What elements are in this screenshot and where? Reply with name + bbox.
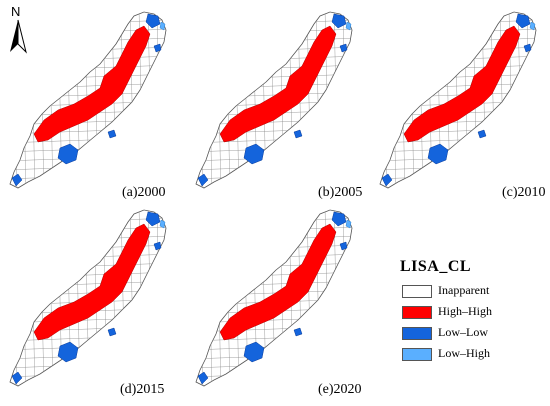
legend-item-low-low: Low–Low [400, 324, 540, 345]
map-region [9, 209, 167, 387]
low-low-cluster [153, 43, 162, 53]
low-low-cluster [243, 143, 265, 165]
legend-item-low-high: Low–High [400, 345, 540, 366]
map-panel-2005: (b)2005 [190, 8, 362, 200]
legend-swatch [402, 348, 432, 361]
region-map [195, 209, 353, 387]
low-low-cluster [57, 341, 79, 363]
legend-swatch [402, 306, 432, 319]
low-low-cluster [339, 241, 348, 251]
panel-label: (e)2020 [318, 382, 362, 397]
legend-item-inapparent: Inapparent [400, 282, 540, 303]
low-high-cluster [345, 219, 352, 229]
legend-swatch [402, 327, 432, 340]
low-low-cluster [11, 371, 23, 385]
region-map [195, 11, 353, 189]
high-high-cluster [219, 25, 337, 143]
panel-label: (a)2000 [122, 185, 166, 200]
low-low-cluster [153, 241, 162, 251]
low-low-cluster [293, 129, 303, 139]
map-region [195, 11, 353, 189]
map-panel-2015: (d)2015 [4, 206, 174, 397]
low-low-cluster [145, 13, 161, 29]
low-low-cluster [427, 143, 449, 165]
high-high-cluster [219, 223, 337, 341]
legend-title: LISA_CL [400, 258, 472, 275]
legend: LISA_CL Inapparent High–High Low–Low Low… [400, 258, 540, 366]
region-map [9, 11, 167, 189]
low-low-cluster [107, 327, 117, 337]
low-high-cluster [345, 21, 352, 31]
low-high-cluster [159, 219, 166, 229]
low-low-cluster [339, 43, 348, 53]
low-low-cluster [11, 173, 23, 187]
map-panel-2010: (c)2010 [374, 8, 546, 200]
high-high-cluster [403, 25, 521, 143]
legend-label: Low–Low [438, 325, 488, 339]
legend-item-high-high: High–High [400, 303, 540, 324]
legend-label: High–High [438, 304, 492, 318]
low-low-cluster [477, 129, 487, 139]
map-panel-2000: (a)2000 [4, 8, 174, 200]
north-label: N [11, 4, 21, 19]
panel-label: (c)2010 [502, 185, 546, 200]
low-low-cluster [293, 327, 303, 337]
region-map [9, 209, 167, 387]
low-high-cluster [159, 21, 166, 31]
low-low-cluster [523, 43, 532, 53]
low-low-cluster [243, 341, 265, 363]
low-low-cluster [197, 173, 209, 187]
low-low-cluster [515, 13, 531, 29]
region-map [379, 11, 537, 189]
low-low-cluster [145, 211, 161, 227]
low-low-cluster [381, 173, 393, 187]
high-high-cluster [33, 223, 151, 341]
low-low-cluster [331, 13, 347, 29]
panel-label: (b)2005 [318, 185, 363, 200]
legend-swatch [402, 285, 432, 298]
map-region [379, 11, 537, 189]
north-arrow-icon [10, 19, 27, 54]
high-high-cluster [33, 25, 151, 143]
low-low-cluster [57, 143, 79, 165]
legend-label: Low–High [438, 346, 490, 360]
map-region [9, 11, 167, 189]
legend-label: Inapparent [438, 283, 490, 297]
low-low-cluster [107, 129, 117, 139]
low-high-cluster [529, 21, 536, 31]
low-low-cluster [197, 371, 209, 385]
map-region [195, 209, 353, 387]
north-arrow: N [6, 4, 32, 56]
low-low-cluster [331, 211, 347, 227]
panel-label: (d)2015 [120, 382, 165, 397]
map-panel-2020: (e)2020 [190, 206, 362, 397]
